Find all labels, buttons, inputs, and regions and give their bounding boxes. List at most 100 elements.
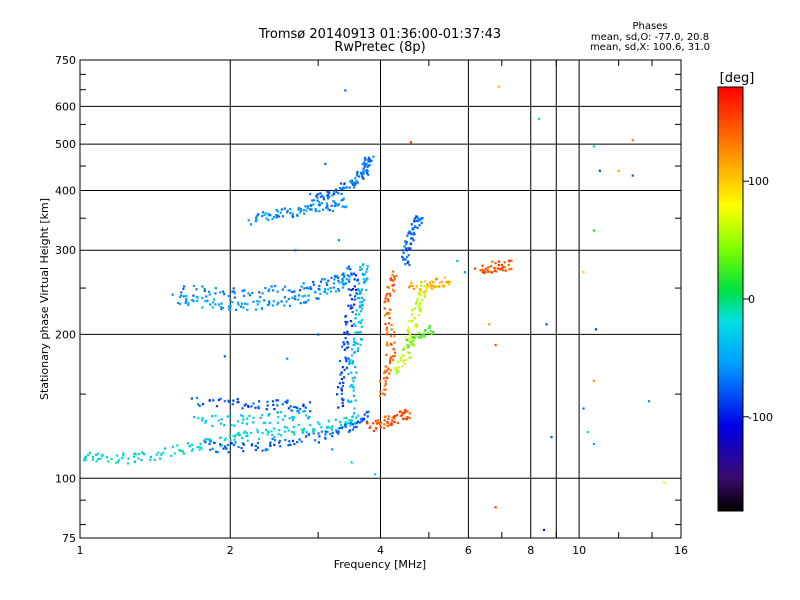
echo-point	[247, 219, 250, 222]
echo-point	[276, 210, 279, 213]
echo-point	[354, 274, 357, 277]
echo-point	[227, 305, 230, 308]
echo-point	[362, 167, 365, 170]
echo-point	[91, 458, 94, 461]
echo-point	[195, 288, 198, 291]
echo-point	[406, 234, 409, 237]
echo-point	[410, 342, 413, 345]
echo-point	[345, 278, 348, 281]
echo-point	[408, 248, 411, 251]
echo-point	[395, 372, 398, 375]
echo-point	[303, 409, 306, 413]
echo-point	[355, 416, 358, 419]
echo-point	[264, 286, 267, 290]
echo-point	[317, 333, 320, 336]
echo-point	[271, 400, 275, 403]
echo-point	[340, 377, 343, 381]
echo-point	[503, 266, 506, 269]
echo-point	[348, 359, 351, 362]
echo-point	[344, 422, 347, 425]
echo-point	[387, 415, 390, 418]
echo-point	[408, 351, 411, 354]
echo-point	[406, 261, 409, 265]
echo-point	[393, 351, 397, 354]
echo-point	[363, 298, 366, 302]
echo-point	[420, 335, 423, 338]
colorbar-tick-label: -100	[748, 411, 773, 424]
echo-point	[403, 245, 406, 248]
echo-point	[405, 249, 408, 252]
echo-point	[319, 280, 323, 283]
echo-point	[486, 267, 489, 270]
echo-point	[323, 436, 327, 439]
echo-point	[95, 460, 98, 463]
echo-point	[359, 291, 362, 294]
echo-point	[349, 294, 352, 297]
echo-point	[582, 407, 585, 410]
echo-point	[288, 440, 291, 443]
echo-point	[340, 389, 344, 392]
echo-point	[264, 212, 267, 215]
echo-point	[289, 405, 292, 408]
echo-point	[294, 295, 297, 298]
echo-point	[379, 390, 382, 393]
echo-point	[274, 213, 278, 217]
echo-point	[362, 171, 365, 174]
echo-point	[335, 429, 338, 432]
x-tick-label: 16	[674, 544, 688, 557]
echo-point	[359, 310, 363, 313]
echo-point	[266, 433, 269, 436]
echo-point	[592, 229, 595, 232]
echo-point	[347, 267, 350, 270]
echo-point	[345, 323, 348, 326]
echo-point	[220, 422, 223, 425]
echo-point	[358, 282, 361, 285]
echo-point	[326, 190, 329, 193]
echo-point	[270, 430, 273, 433]
echo-point	[345, 416, 348, 419]
echo-point	[359, 301, 362, 304]
echo-point	[392, 270, 395, 273]
echo-point	[389, 277, 392, 280]
echo-point	[209, 448, 212, 451]
echo-point	[349, 400, 352, 404]
echo-point	[312, 427, 315, 431]
echo-point	[332, 286, 335, 289]
echo-point	[238, 434, 242, 437]
echo-point	[352, 343, 355, 347]
echo-point	[224, 445, 227, 448]
echo-point	[384, 297, 387, 300]
echo-point	[415, 285, 418, 289]
echo-point	[351, 377, 354, 380]
echo-point	[338, 420, 342, 424]
echo-point	[301, 431, 304, 434]
x-tick-label: 10	[572, 544, 586, 557]
echo-point	[389, 308, 392, 311]
echo-point	[310, 208, 313, 211]
echo-point	[233, 424, 236, 427]
x-tick-label: 4	[377, 544, 384, 557]
echo-point	[237, 431, 240, 435]
echo-point	[180, 294, 183, 297]
echo-point	[402, 348, 405, 351]
echo-point	[256, 300, 259, 303]
echo-point	[332, 282, 335, 285]
echo-point	[228, 434, 231, 437]
echo-point	[252, 300, 255, 303]
echo-point	[278, 441, 281, 444]
echo-point	[406, 351, 409, 354]
echo-point	[276, 214, 279, 217]
echo-point	[354, 331, 357, 334]
echo-point	[411, 336, 414, 339]
echo-point	[481, 269, 484, 272]
echo-point	[263, 213, 266, 216]
echo-point	[354, 313, 358, 316]
echo-point	[354, 324, 357, 327]
echo-point	[347, 357, 350, 360]
echo-point	[408, 320, 411, 323]
echo-point	[318, 435, 321, 438]
echo-point	[396, 369, 399, 372]
colorbar	[717, 86, 744, 512]
echo-point	[392, 359, 395, 362]
echo-point	[149, 458, 152, 461]
